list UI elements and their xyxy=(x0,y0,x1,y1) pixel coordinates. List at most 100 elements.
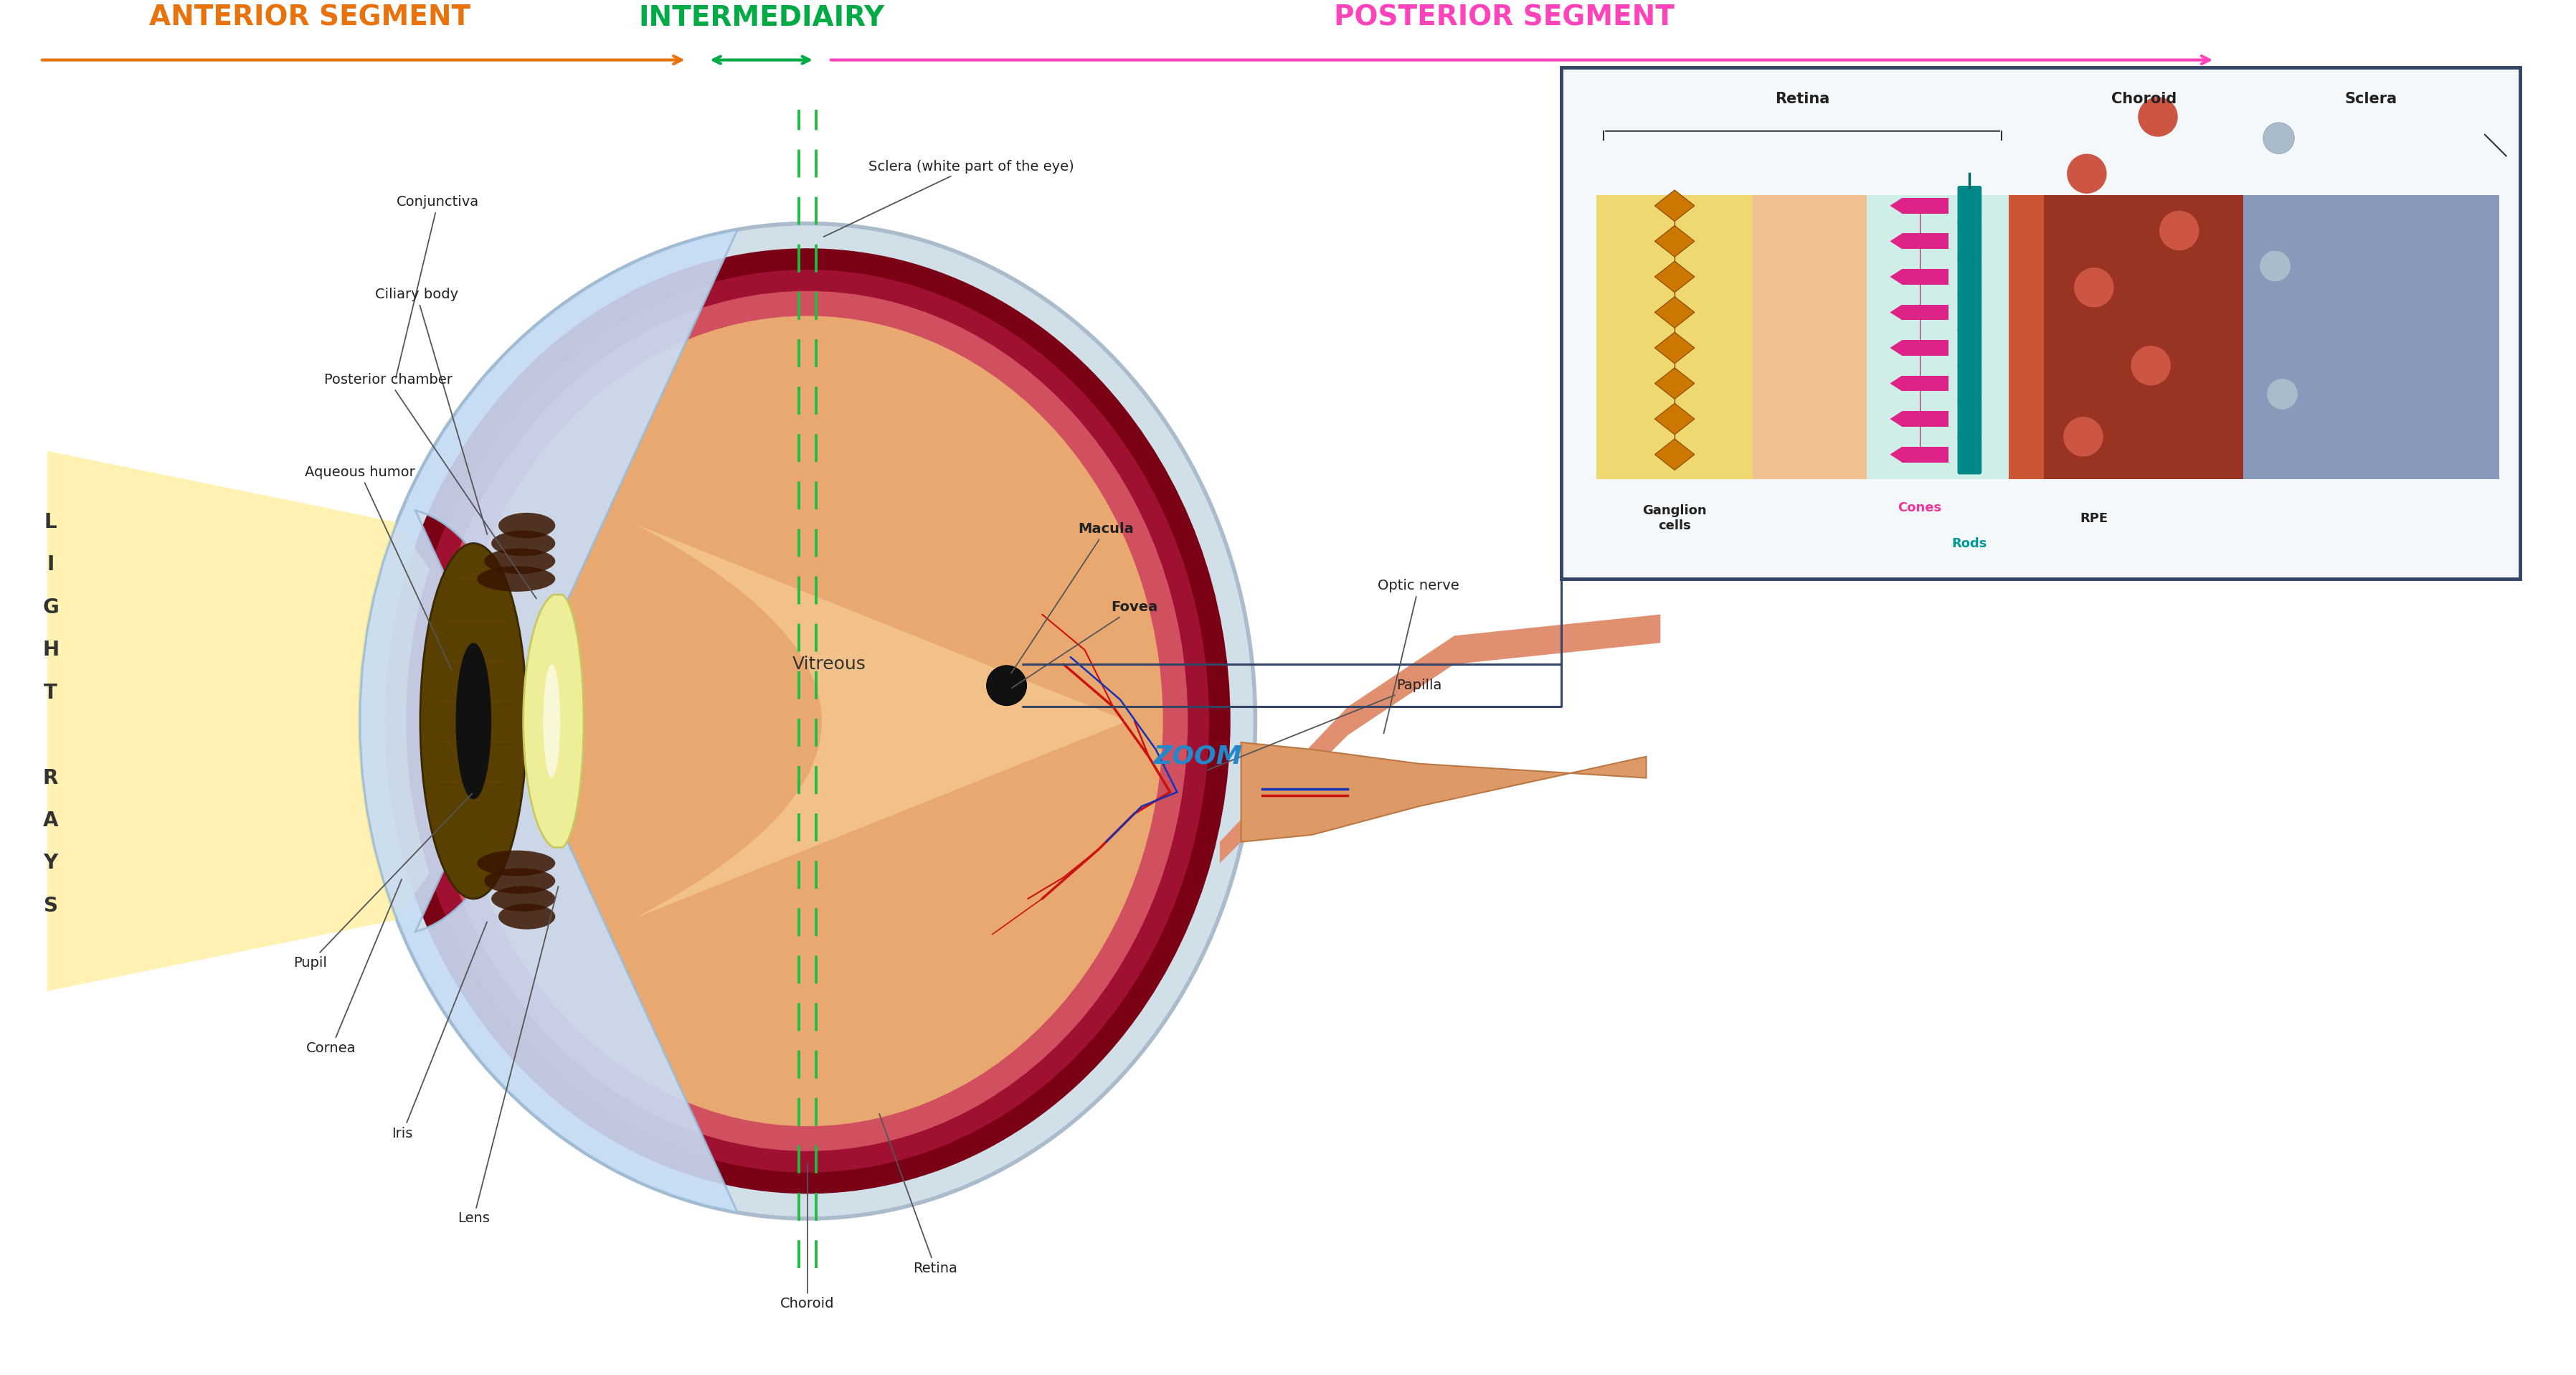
Bar xyxy=(1901,411,1947,426)
Bar xyxy=(2009,195,2045,480)
Text: Pupil: Pupil xyxy=(294,793,471,969)
Text: H: H xyxy=(41,639,59,660)
Ellipse shape xyxy=(407,270,1208,1173)
Text: Sclera (white part of the eye): Sclera (white part of the eye) xyxy=(824,160,1074,236)
Bar xyxy=(1901,375,1947,392)
Text: Iris: Iris xyxy=(392,921,487,1140)
Polygon shape xyxy=(1891,411,1901,426)
FancyBboxPatch shape xyxy=(1958,434,1981,474)
Polygon shape xyxy=(1654,439,1695,470)
FancyBboxPatch shape xyxy=(1958,186,1981,226)
Text: Retina: Retina xyxy=(1775,92,1829,106)
Text: Rods: Rods xyxy=(1953,536,1986,550)
Polygon shape xyxy=(1654,367,1695,399)
Polygon shape xyxy=(1891,375,1901,392)
Ellipse shape xyxy=(497,903,556,930)
Bar xyxy=(1901,447,1947,462)
Circle shape xyxy=(2138,96,2177,136)
Text: Papilla: Papilla xyxy=(1208,679,1443,770)
Text: Cones: Cones xyxy=(1899,502,1942,514)
Text: Conjunctiva: Conjunctiva xyxy=(397,195,479,378)
Text: G: G xyxy=(41,597,59,617)
Text: Sclera: Sclera xyxy=(2344,92,2398,106)
Text: A: A xyxy=(44,810,59,830)
Polygon shape xyxy=(361,230,737,1213)
Ellipse shape xyxy=(477,850,556,876)
Text: POSTERIOR SEGMENT: POSTERIOR SEGMENT xyxy=(1334,4,1674,32)
Ellipse shape xyxy=(987,665,1025,705)
Circle shape xyxy=(2063,417,2102,456)
Circle shape xyxy=(2159,210,2200,250)
Text: R: R xyxy=(44,767,59,788)
Polygon shape xyxy=(1221,615,1662,863)
Text: Fovea: Fovea xyxy=(1012,601,1157,688)
Text: Lens: Lens xyxy=(459,887,559,1225)
Circle shape xyxy=(2264,122,2295,154)
Text: Choroid: Choroid xyxy=(781,1163,835,1310)
Text: L: L xyxy=(44,512,57,532)
Text: Ganglion
cells: Ganglion cells xyxy=(1643,505,1708,532)
Text: ZOOM: ZOOM xyxy=(1154,744,1242,769)
Polygon shape xyxy=(1891,447,1901,462)
Ellipse shape xyxy=(361,224,1255,1218)
Polygon shape xyxy=(1891,340,1901,356)
Text: Optic nerve: Optic nerve xyxy=(1378,579,1461,733)
Text: Cornea: Cornea xyxy=(307,879,402,1055)
FancyBboxPatch shape xyxy=(1958,329,1981,367)
Bar xyxy=(1868,195,2009,480)
Polygon shape xyxy=(1654,261,1695,293)
FancyBboxPatch shape xyxy=(1958,363,1981,403)
Text: Posterior chamber: Posterior chamber xyxy=(325,373,536,598)
Circle shape xyxy=(2074,268,2115,308)
FancyBboxPatch shape xyxy=(1958,293,1981,333)
Ellipse shape xyxy=(428,292,1188,1151)
Circle shape xyxy=(2066,154,2107,194)
Polygon shape xyxy=(523,594,585,847)
Polygon shape xyxy=(1891,234,1901,249)
Polygon shape xyxy=(1654,297,1695,329)
Text: ANTERIOR SEGMENT: ANTERIOR SEGMENT xyxy=(149,4,471,32)
Polygon shape xyxy=(636,524,1128,918)
FancyBboxPatch shape xyxy=(1958,221,1981,261)
Bar xyxy=(1597,195,1752,480)
Ellipse shape xyxy=(544,664,559,778)
Text: Aqueous humor: Aqueous humor xyxy=(304,465,451,670)
Polygon shape xyxy=(1654,403,1695,434)
FancyBboxPatch shape xyxy=(1561,67,2519,579)
Ellipse shape xyxy=(384,249,1231,1194)
Ellipse shape xyxy=(484,549,556,573)
Bar xyxy=(1752,195,1868,480)
Bar xyxy=(1901,198,1947,213)
Ellipse shape xyxy=(492,531,556,556)
Text: Macula: Macula xyxy=(1012,522,1133,674)
Circle shape xyxy=(2259,250,2290,282)
Polygon shape xyxy=(1891,270,1901,285)
Ellipse shape xyxy=(420,543,528,899)
Text: Ciliary body: Ciliary body xyxy=(376,287,487,535)
Text: Retina: Retina xyxy=(878,1114,958,1275)
Ellipse shape xyxy=(497,513,556,539)
Ellipse shape xyxy=(484,868,556,894)
Ellipse shape xyxy=(477,566,556,591)
Polygon shape xyxy=(1654,333,1695,363)
Bar xyxy=(1901,304,1947,320)
Text: T: T xyxy=(44,682,57,703)
Text: I: I xyxy=(46,554,54,575)
Polygon shape xyxy=(1654,226,1695,257)
Text: Choroid: Choroid xyxy=(2110,92,2177,106)
Text: RPE: RPE xyxy=(2079,512,2107,525)
Text: Y: Y xyxy=(44,852,57,873)
Polygon shape xyxy=(1242,742,1646,841)
Ellipse shape xyxy=(492,886,556,912)
Polygon shape xyxy=(1891,304,1901,320)
Text: INTERMEDIAIRY: INTERMEDIAIRY xyxy=(639,4,884,32)
Circle shape xyxy=(2130,345,2172,385)
Bar xyxy=(1901,270,1947,285)
Text: Vitreous: Vitreous xyxy=(791,656,866,672)
Polygon shape xyxy=(1891,198,1901,213)
Circle shape xyxy=(2267,378,2298,410)
Bar xyxy=(2244,195,2499,480)
FancyBboxPatch shape xyxy=(1958,257,1981,297)
Text: S: S xyxy=(44,895,57,916)
Ellipse shape xyxy=(456,644,492,799)
